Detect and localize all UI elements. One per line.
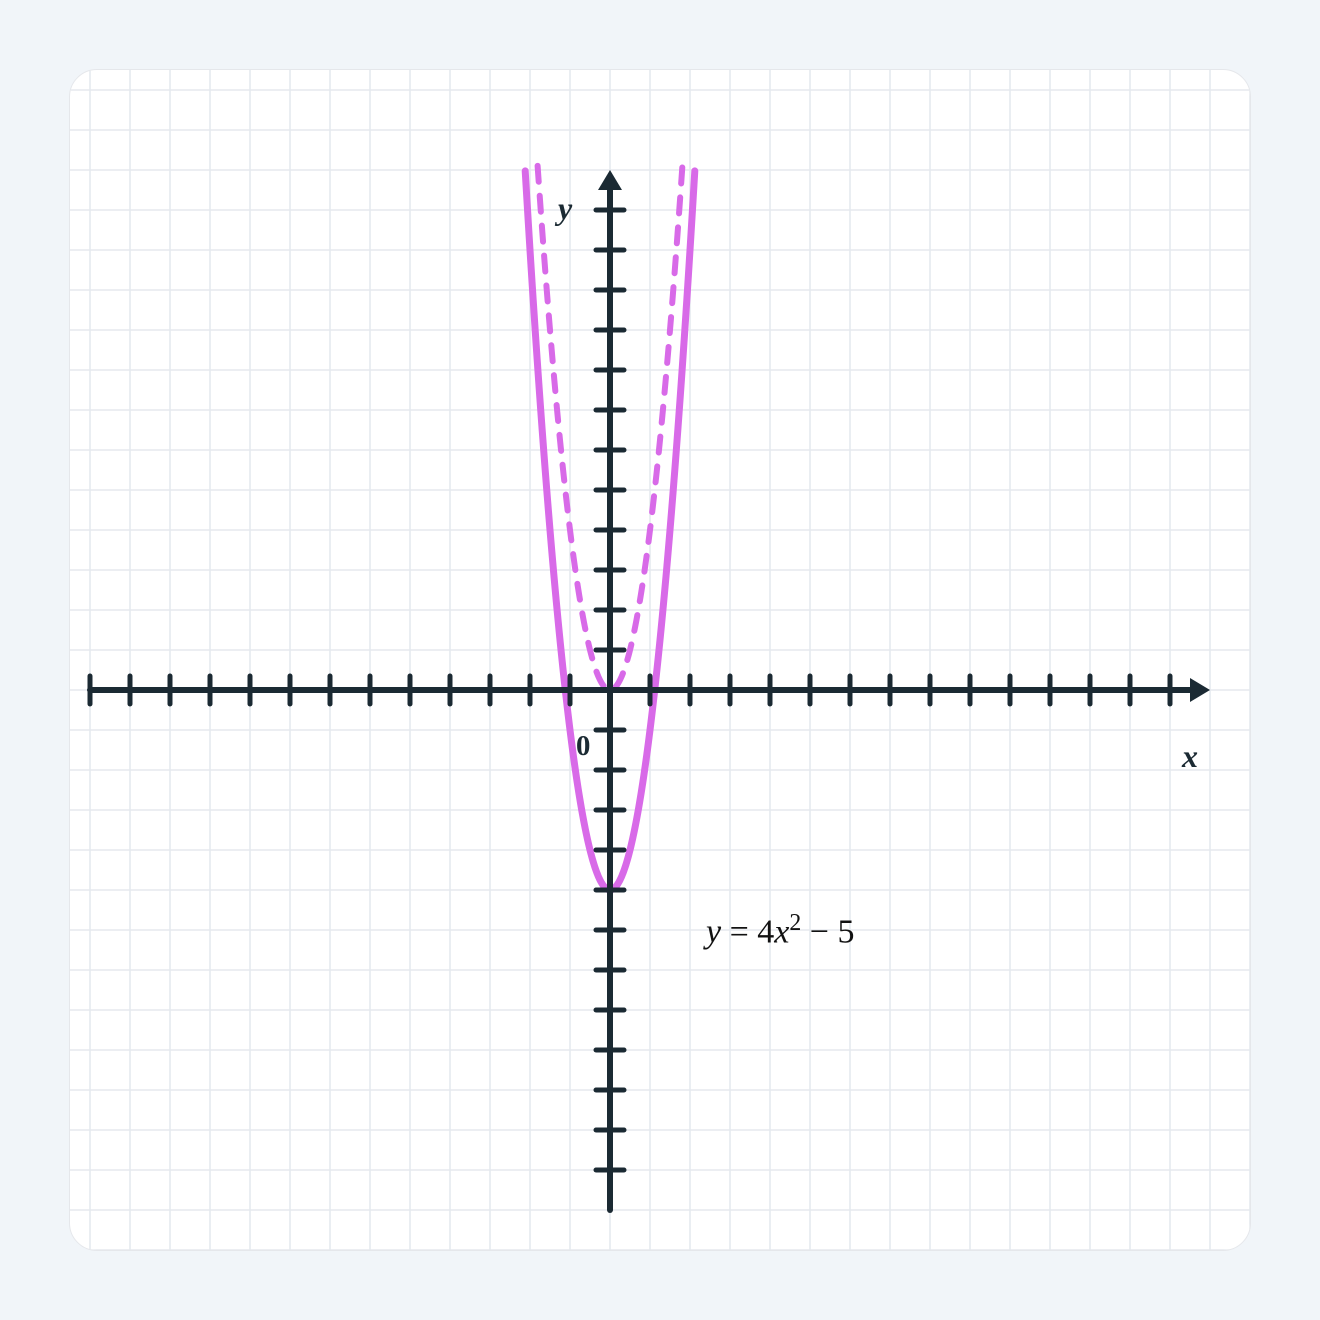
chart-card: y x 0 y = 4x2 − 5 (69, 69, 1251, 1251)
x-axis-label: x (1182, 738, 1198, 775)
y-axis-label: y (558, 190, 572, 227)
origin-label: 0 (576, 730, 590, 763)
chart-svg (70, 70, 1250, 1250)
equation-label: y = 4x2 − 5 (706, 910, 854, 951)
page-background: y x 0 y = 4x2 − 5 (0, 0, 1320, 1320)
